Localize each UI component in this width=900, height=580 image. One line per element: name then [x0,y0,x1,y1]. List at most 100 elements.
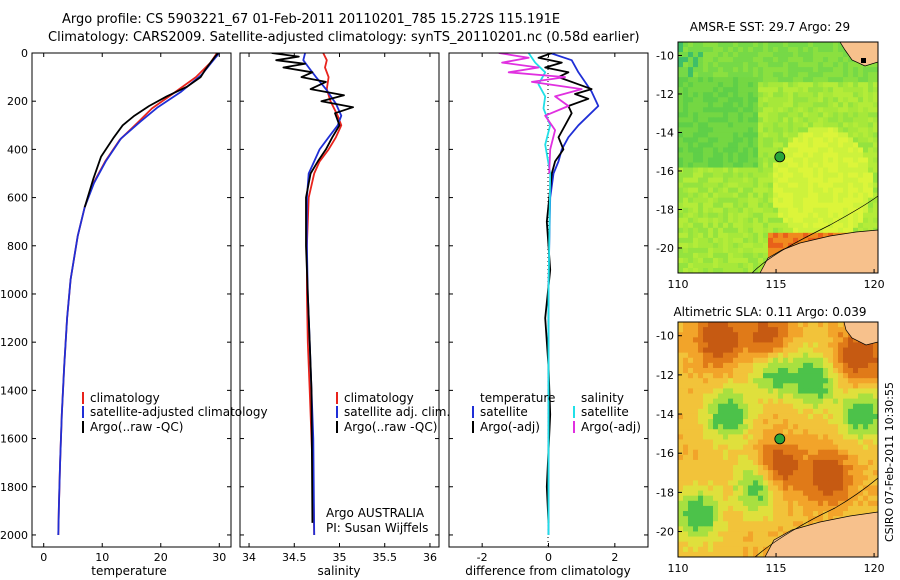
sla-cell [863,505,869,512]
sst-cell [758,82,764,88]
sst-cell [858,92,864,98]
sla-cell [718,470,724,476]
sst-cell [798,102,804,108]
sla-cell [718,505,724,512]
sst-cell [838,202,844,209]
sla-cell [758,546,764,553]
sst-cell [813,187,819,194]
difference-xtick-label: 0 [545,551,552,564]
sst-cell [683,67,689,73]
sla-cell [868,490,874,497]
sst-cell [768,132,774,138]
sla-cell [873,403,878,410]
sla-cell [818,490,824,497]
sla-cell [863,449,869,456]
header-line-1: Argo profile: CS 5903221_67 01-Feb-2011 … [62,12,560,27]
sst-cell [743,97,749,103]
sla-cell [688,347,694,354]
sla-cell [788,403,794,410]
sla-cell [718,357,724,364]
sla-cell [733,383,739,389]
sst-cell [773,147,779,153]
sst-cell [733,267,739,273]
sla-cell [793,419,799,425]
sst-cell [843,152,849,158]
sst-cell [713,227,719,234]
sst-cell [818,117,824,123]
sst-cell [678,47,684,53]
sla-cell [723,429,729,435]
sst-cell [728,227,734,234]
sst-cell [773,117,779,123]
sla-cell [873,485,878,491]
sla-cell [833,444,839,451]
sla-cell [858,419,864,425]
sla-cell [808,444,814,451]
sst-cell [723,52,729,58]
sst-cell [703,117,709,123]
sla-cell [688,398,694,405]
sla-cell [728,516,734,522]
sla-cell [728,439,734,446]
sla-cell [773,500,779,507]
sla-cell [738,413,744,420]
sla-cell [833,429,839,435]
sla-cell [798,378,804,384]
sla-cell [703,434,709,440]
sst-cell [783,72,789,78]
sst-xtick-label: 115 [766,278,787,291]
sla-cell [683,444,689,451]
sla-cell [748,429,754,435]
sst-cell [678,187,684,194]
sla-cell [738,362,744,369]
sla-cell [863,388,869,394]
sst-cell [793,62,799,68]
sla-cell [713,521,719,527]
sla-cell [798,327,804,333]
sst-cell [713,207,719,214]
sst-cell [778,137,784,143]
sla-cell [873,388,878,394]
sla-cell [733,367,739,374]
sla-cell [728,536,734,543]
sla-cell [868,408,874,415]
sst-cell [743,42,749,48]
sla-cell [678,526,684,532]
sst-cell [763,92,769,98]
sst-cell [843,117,849,123]
sla-cell [803,419,809,425]
sla-cell [843,342,849,348]
sla-cell [818,388,824,394]
sla-cell [743,485,749,491]
sla-cell [853,342,859,348]
sla-cell [743,536,749,543]
sla-cell [813,408,819,415]
sla-cell [698,327,704,333]
sst-cell [708,77,714,83]
temperature-legend-item-1: satellite-adjusted climatology [90,405,268,419]
sst-cell [803,42,809,48]
sla-cell [718,429,724,435]
sst-cell [813,102,819,108]
sst-cell [688,157,694,163]
sla-cell [868,378,874,384]
sst-cell [793,217,799,224]
sla-cell [728,475,734,481]
sst-cell [863,67,869,73]
sst-cell [723,72,729,78]
sst-cell [863,137,869,143]
sst-cell [848,67,854,73]
sst-cell [763,202,769,209]
sla-cell [848,511,854,517]
sst-cell [773,137,779,143]
sla-cell [778,449,784,456]
sst-cell [753,267,759,273]
sst-cell [763,147,769,153]
sst-cell [683,87,689,93]
sst-cell [733,232,739,239]
sla-cell [688,378,694,384]
sst-cell [728,212,734,219]
sla-cell [798,393,804,400]
sst-cell [743,267,749,273]
sst-cell [783,42,789,48]
